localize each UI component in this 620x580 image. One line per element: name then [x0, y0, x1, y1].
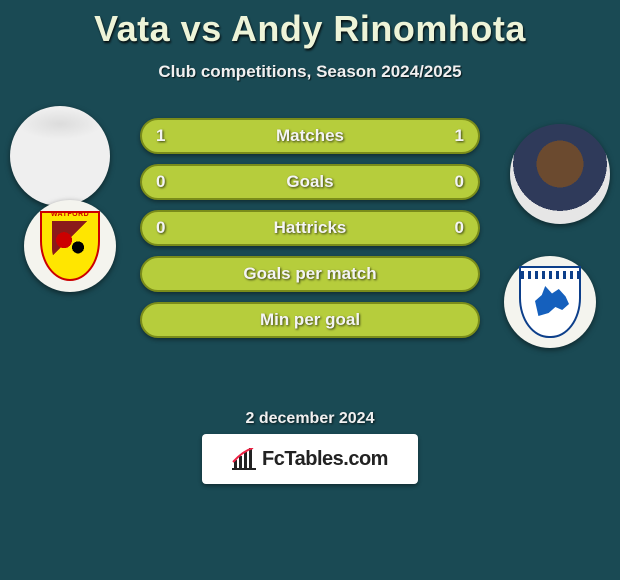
- stat-row-hattricks: 0 Hattricks 0: [140, 210, 480, 246]
- stat-label: Matches: [276, 126, 344, 146]
- stat-right-value: 0: [455, 218, 464, 238]
- stat-row-goals: 0 Goals 0: [140, 164, 480, 200]
- comparison-date: 2 december 2024: [0, 410, 620, 428]
- stat-left-value: 0: [156, 172, 165, 192]
- comparison-title: Vata vs Andy Rinomhota: [0, 0, 620, 50]
- stat-right-value: 0: [455, 172, 464, 192]
- stat-row-matches: 1 Matches 1: [140, 118, 480, 154]
- player-left-avatar: [10, 106, 110, 206]
- stat-label: Goals per match: [243, 264, 376, 284]
- stat-left-value: 1: [156, 126, 165, 146]
- club-badge-left: WATFORD: [24, 200, 116, 292]
- comparison-subtitle: Club competitions, Season 2024/2025: [0, 62, 620, 82]
- club-badge-right: [504, 256, 596, 348]
- brand-name: FcTables.com: [262, 448, 388, 471]
- watford-crest: WATFORD: [40, 211, 100, 281]
- player-right-avatar: [510, 124, 610, 224]
- stat-label: Min per goal: [260, 310, 360, 330]
- stat-right-value: 1: [455, 126, 464, 146]
- watford-crest-label: WATFORD: [42, 211, 98, 218]
- stat-left-value: 0: [156, 218, 165, 238]
- stat-row-min-per-goal: Min per goal: [140, 302, 480, 338]
- brand-badge: FcTables.com: [202, 434, 418, 484]
- stat-label: Goals: [286, 172, 333, 192]
- bar-chart-icon: [232, 448, 256, 470]
- stats-container: WATFORD 1 Matches 1 0 Goals 0 0 Hattrick…: [0, 118, 620, 358]
- stat-label: Hattricks: [274, 218, 347, 238]
- stat-row-goals-per-match: Goals per match: [140, 256, 480, 292]
- cardiff-crest: [519, 266, 581, 338]
